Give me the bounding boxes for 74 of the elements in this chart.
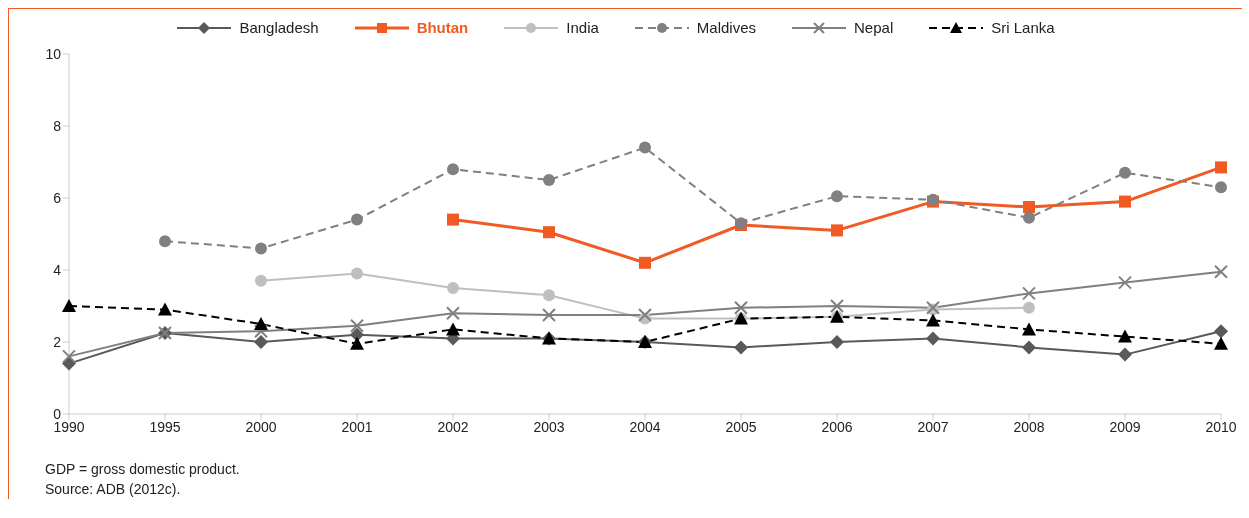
- point: [543, 174, 555, 186]
- point: [351, 267, 363, 280]
- point: [638, 308, 652, 322]
- x-tick-label: 2000: [245, 418, 277, 435]
- x-tick-label: 2002: [437, 418, 469, 435]
- x-tick-label: 1995: [149, 418, 181, 435]
- point: [734, 300, 748, 315]
- point: [1022, 322, 1036, 336]
- x-tick-label: 2001: [341, 418, 373, 435]
- point: [446, 322, 460, 336]
- point: [1215, 161, 1227, 174]
- y-tick-label: 10: [45, 45, 62, 62]
- point: [62, 349, 76, 364]
- legend-label: Bhutan: [416, 19, 469, 36]
- point: [447, 282, 459, 294]
- text: GDP = gross domestic product.: [45, 460, 241, 479]
- point: [543, 289, 555, 302]
- point: [254, 317, 268, 330]
- point: [926, 331, 940, 346]
- point: [1214, 324, 1228, 339]
- point: [255, 274, 267, 287]
- point: [1022, 340, 1036, 355]
- point: [62, 299, 76, 312]
- point: [831, 224, 843, 237]
- x-tick-label: 2010: [1205, 418, 1237, 435]
- y-tick-label: 8: [53, 117, 62, 134]
- point: [1118, 329, 1132, 343]
- point: [830, 335, 844, 349]
- point: [926, 313, 940, 327]
- y-tick-label: 2: [53, 333, 62, 350]
- point: [158, 302, 172, 316]
- x-tick-label: 2003: [533, 418, 565, 435]
- x-tick-label: 2008: [1013, 418, 1045, 435]
- point: [447, 163, 459, 176]
- point: [1214, 336, 1228, 350]
- point: [639, 256, 651, 269]
- point: [831, 190, 843, 203]
- point: [446, 306, 460, 321]
- point: [255, 242, 267, 255]
- point: [543, 226, 555, 239]
- legend-label: Nepal: [854, 19, 894, 36]
- point: [254, 335, 268, 349]
- point: [1022, 286, 1036, 301]
- source-note: Source: ADB (2012c).: [45, 480, 182, 499]
- legend-label: Sri Lanka: [991, 19, 1055, 36]
- x-tick-label: 2009: [1109, 418, 1141, 435]
- point: [734, 340, 748, 355]
- point: [542, 308, 556, 322]
- point: [447, 213, 459, 226]
- legend-label: Bangladesh: [239, 19, 319, 36]
- point: [159, 235, 171, 248]
- point: [351, 213, 363, 226]
- legend-label: Maldives: [696, 19, 757, 36]
- point: [1119, 166, 1131, 179]
- y-tick-label: 6: [53, 189, 62, 206]
- x-tick-label: 2007: [917, 418, 949, 435]
- point: [1119, 195, 1131, 208]
- point: [830, 299, 844, 313]
- point: [1023, 301, 1035, 314]
- point: [350, 327, 364, 342]
- point: [639, 141, 651, 154]
- point: [1118, 347, 1132, 362]
- point: [1118, 275, 1132, 290]
- legend-label: India: [566, 19, 599, 36]
- point: [1023, 201, 1035, 213]
- x-tick-label: 2005: [725, 418, 757, 435]
- y-tick-label: 4: [53, 261, 62, 278]
- point: [1215, 181, 1227, 194]
- point: [350, 318, 364, 333]
- point: [1214, 264, 1228, 279]
- x-tick-label: 2006: [821, 418, 853, 435]
- point: [350, 336, 364, 350]
- point: [1023, 211, 1035, 224]
- x-tick-label: 2004: [629, 418, 661, 435]
